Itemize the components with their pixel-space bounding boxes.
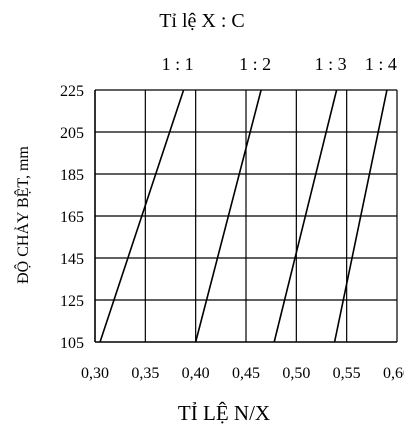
y-tick-label: 105 [60,335,84,352]
series-lines [99,89,388,343]
y-tick-label: 125 [60,293,84,310]
y-tick-label: 185 [60,167,84,184]
x-tick-label: 0,55 [333,365,361,382]
series-label-4: 1 : 4 [365,54,397,74]
series-label-2: 1 : 2 [239,54,271,74]
series-labels: 1 : 1 1 : 2 1 : 3 1 : 4 [162,54,397,74]
x-tick-label: 0,50 [282,365,310,382]
series-line-4 [333,89,388,343]
tick-labels: 0,30 0,35 0,40 0,45 0,50 0,55 0,60 105 125 145 165… [60,83,404,382]
x-tick-label: 0,40 [182,365,210,382]
x-tick-label: 0,60 [383,365,404,382]
x-tick-label: 0,45 [232,365,260,382]
y-tick-label: 225 [60,83,84,100]
x-tick-label: 0,30 [81,365,109,382]
series-label-1: 1 : 1 [162,54,194,74]
y-tick-label: 165 [60,209,84,226]
x-axis-label: TỈ LỆ N/X [178,401,270,425]
y-tick-label: 145 [60,251,84,268]
series-label-3: 1 : 3 [315,54,347,74]
chart-title: Tỉ lệ X : C [159,10,245,32]
series-line-1 [99,89,185,343]
grid [94,89,398,343]
series-line-2 [194,89,262,343]
y-axis-label: ĐỘ CHẢY BỆT, mm [13,146,32,284]
series-line-3 [273,89,338,343]
x-tick-label: 0,35 [131,365,159,382]
y-tick-label: 205 [60,125,84,142]
